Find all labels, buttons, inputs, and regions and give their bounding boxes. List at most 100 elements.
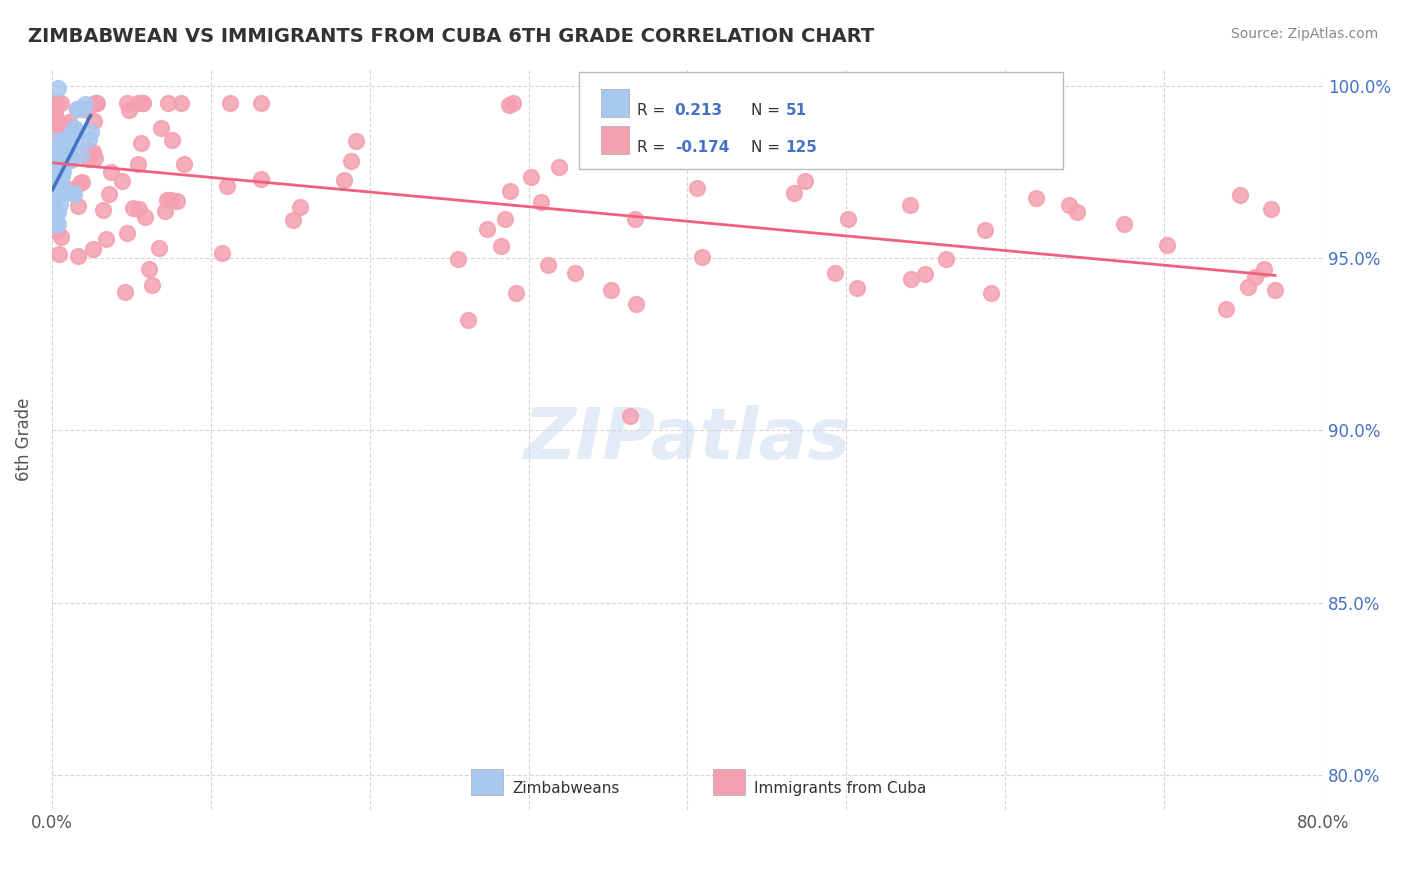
- Text: N =: N =: [751, 103, 780, 118]
- Bar: [471, 769, 503, 795]
- Point: [52, 140, 75, 154]
- Point: [690, 250, 713, 264]
- Point: [288, 200, 311, 214]
- Point: [333, 173, 356, 187]
- Point: [537, 258, 560, 272]
- Point: [477, 221, 499, 235]
- Point: [46, 217, 69, 231]
- Point: [65, 122, 87, 136]
- Point: [41, 217, 63, 231]
- Point: [59, 127, 82, 141]
- Point: [42, 201, 65, 215]
- Point: [914, 267, 936, 281]
- Point: [138, 261, 160, 276]
- Point: [980, 285, 1002, 300]
- Point: [530, 195, 553, 210]
- Point: [52, 164, 75, 178]
- Point: [75, 96, 97, 111]
- Point: [77, 132, 100, 146]
- Point: [59, 146, 82, 161]
- Point: [783, 186, 806, 200]
- Point: [1260, 202, 1282, 216]
- Point: [494, 211, 516, 226]
- Point: [141, 277, 163, 292]
- Point: [52, 186, 75, 200]
- Point: [1229, 187, 1251, 202]
- Point: [42, 197, 65, 211]
- Point: [46, 141, 69, 155]
- Point: [42, 139, 65, 153]
- Point: [49, 197, 72, 211]
- Point: [837, 211, 859, 226]
- Point: [41, 167, 63, 181]
- Point: [42, 192, 65, 206]
- Point: [281, 212, 304, 227]
- Point: [52, 118, 75, 132]
- Point: [46, 133, 69, 147]
- Point: [100, 165, 122, 179]
- Point: [44, 205, 66, 219]
- Point: [77, 152, 100, 166]
- Text: -0.174: -0.174: [675, 140, 730, 154]
- Point: [45, 145, 67, 160]
- Text: N =: N =: [751, 140, 780, 154]
- Point: [973, 223, 995, 237]
- Point: [547, 160, 569, 174]
- Point: [1057, 197, 1080, 211]
- Point: [58, 128, 80, 143]
- Point: [86, 95, 108, 110]
- Point: [447, 252, 470, 267]
- Point: [49, 121, 72, 136]
- Point: [619, 409, 641, 423]
- Point: [42, 157, 65, 171]
- Point: [83, 95, 105, 110]
- Point: [45, 112, 67, 127]
- Text: R =: R =: [637, 103, 665, 118]
- Point: [155, 203, 177, 218]
- Point: [58, 114, 80, 128]
- Point: [51, 169, 73, 184]
- Point: [76, 103, 98, 117]
- Point: [49, 230, 72, 244]
- Point: [1112, 217, 1135, 231]
- Point: [42, 161, 65, 175]
- Point: [41, 173, 63, 187]
- Point: [70, 175, 93, 189]
- Point: [134, 211, 156, 225]
- Point: [79, 125, 101, 139]
- Point: [60, 152, 83, 166]
- Point: [1237, 280, 1260, 294]
- Point: [1066, 204, 1088, 219]
- Point: [56, 119, 79, 133]
- Point: [624, 297, 647, 311]
- Text: 51: 51: [786, 103, 807, 118]
- Text: Zimbabweans: Zimbabweans: [512, 780, 620, 796]
- Point: [48, 247, 70, 261]
- Bar: [713, 769, 745, 795]
- Point: [170, 95, 193, 110]
- Point: [502, 95, 524, 110]
- Point: [49, 131, 72, 145]
- Point: [45, 206, 67, 220]
- Point: [91, 202, 114, 217]
- Point: [160, 132, 183, 146]
- Point: [159, 193, 181, 207]
- Point: [156, 194, 179, 208]
- Point: [1253, 261, 1275, 276]
- Point: [86, 95, 108, 110]
- Point: [156, 95, 179, 110]
- Point: [44, 173, 66, 187]
- Point: [66, 199, 89, 213]
- Point: [42, 95, 65, 110]
- Point: [505, 286, 527, 301]
- Point: [166, 194, 188, 209]
- Point: [49, 174, 72, 188]
- Bar: [600, 88, 628, 117]
- Point: [62, 182, 84, 196]
- Point: [44, 105, 66, 120]
- Point: [935, 252, 957, 266]
- Point: [599, 283, 621, 297]
- Point: [82, 242, 104, 256]
- Point: [42, 154, 65, 169]
- Point: [624, 212, 647, 227]
